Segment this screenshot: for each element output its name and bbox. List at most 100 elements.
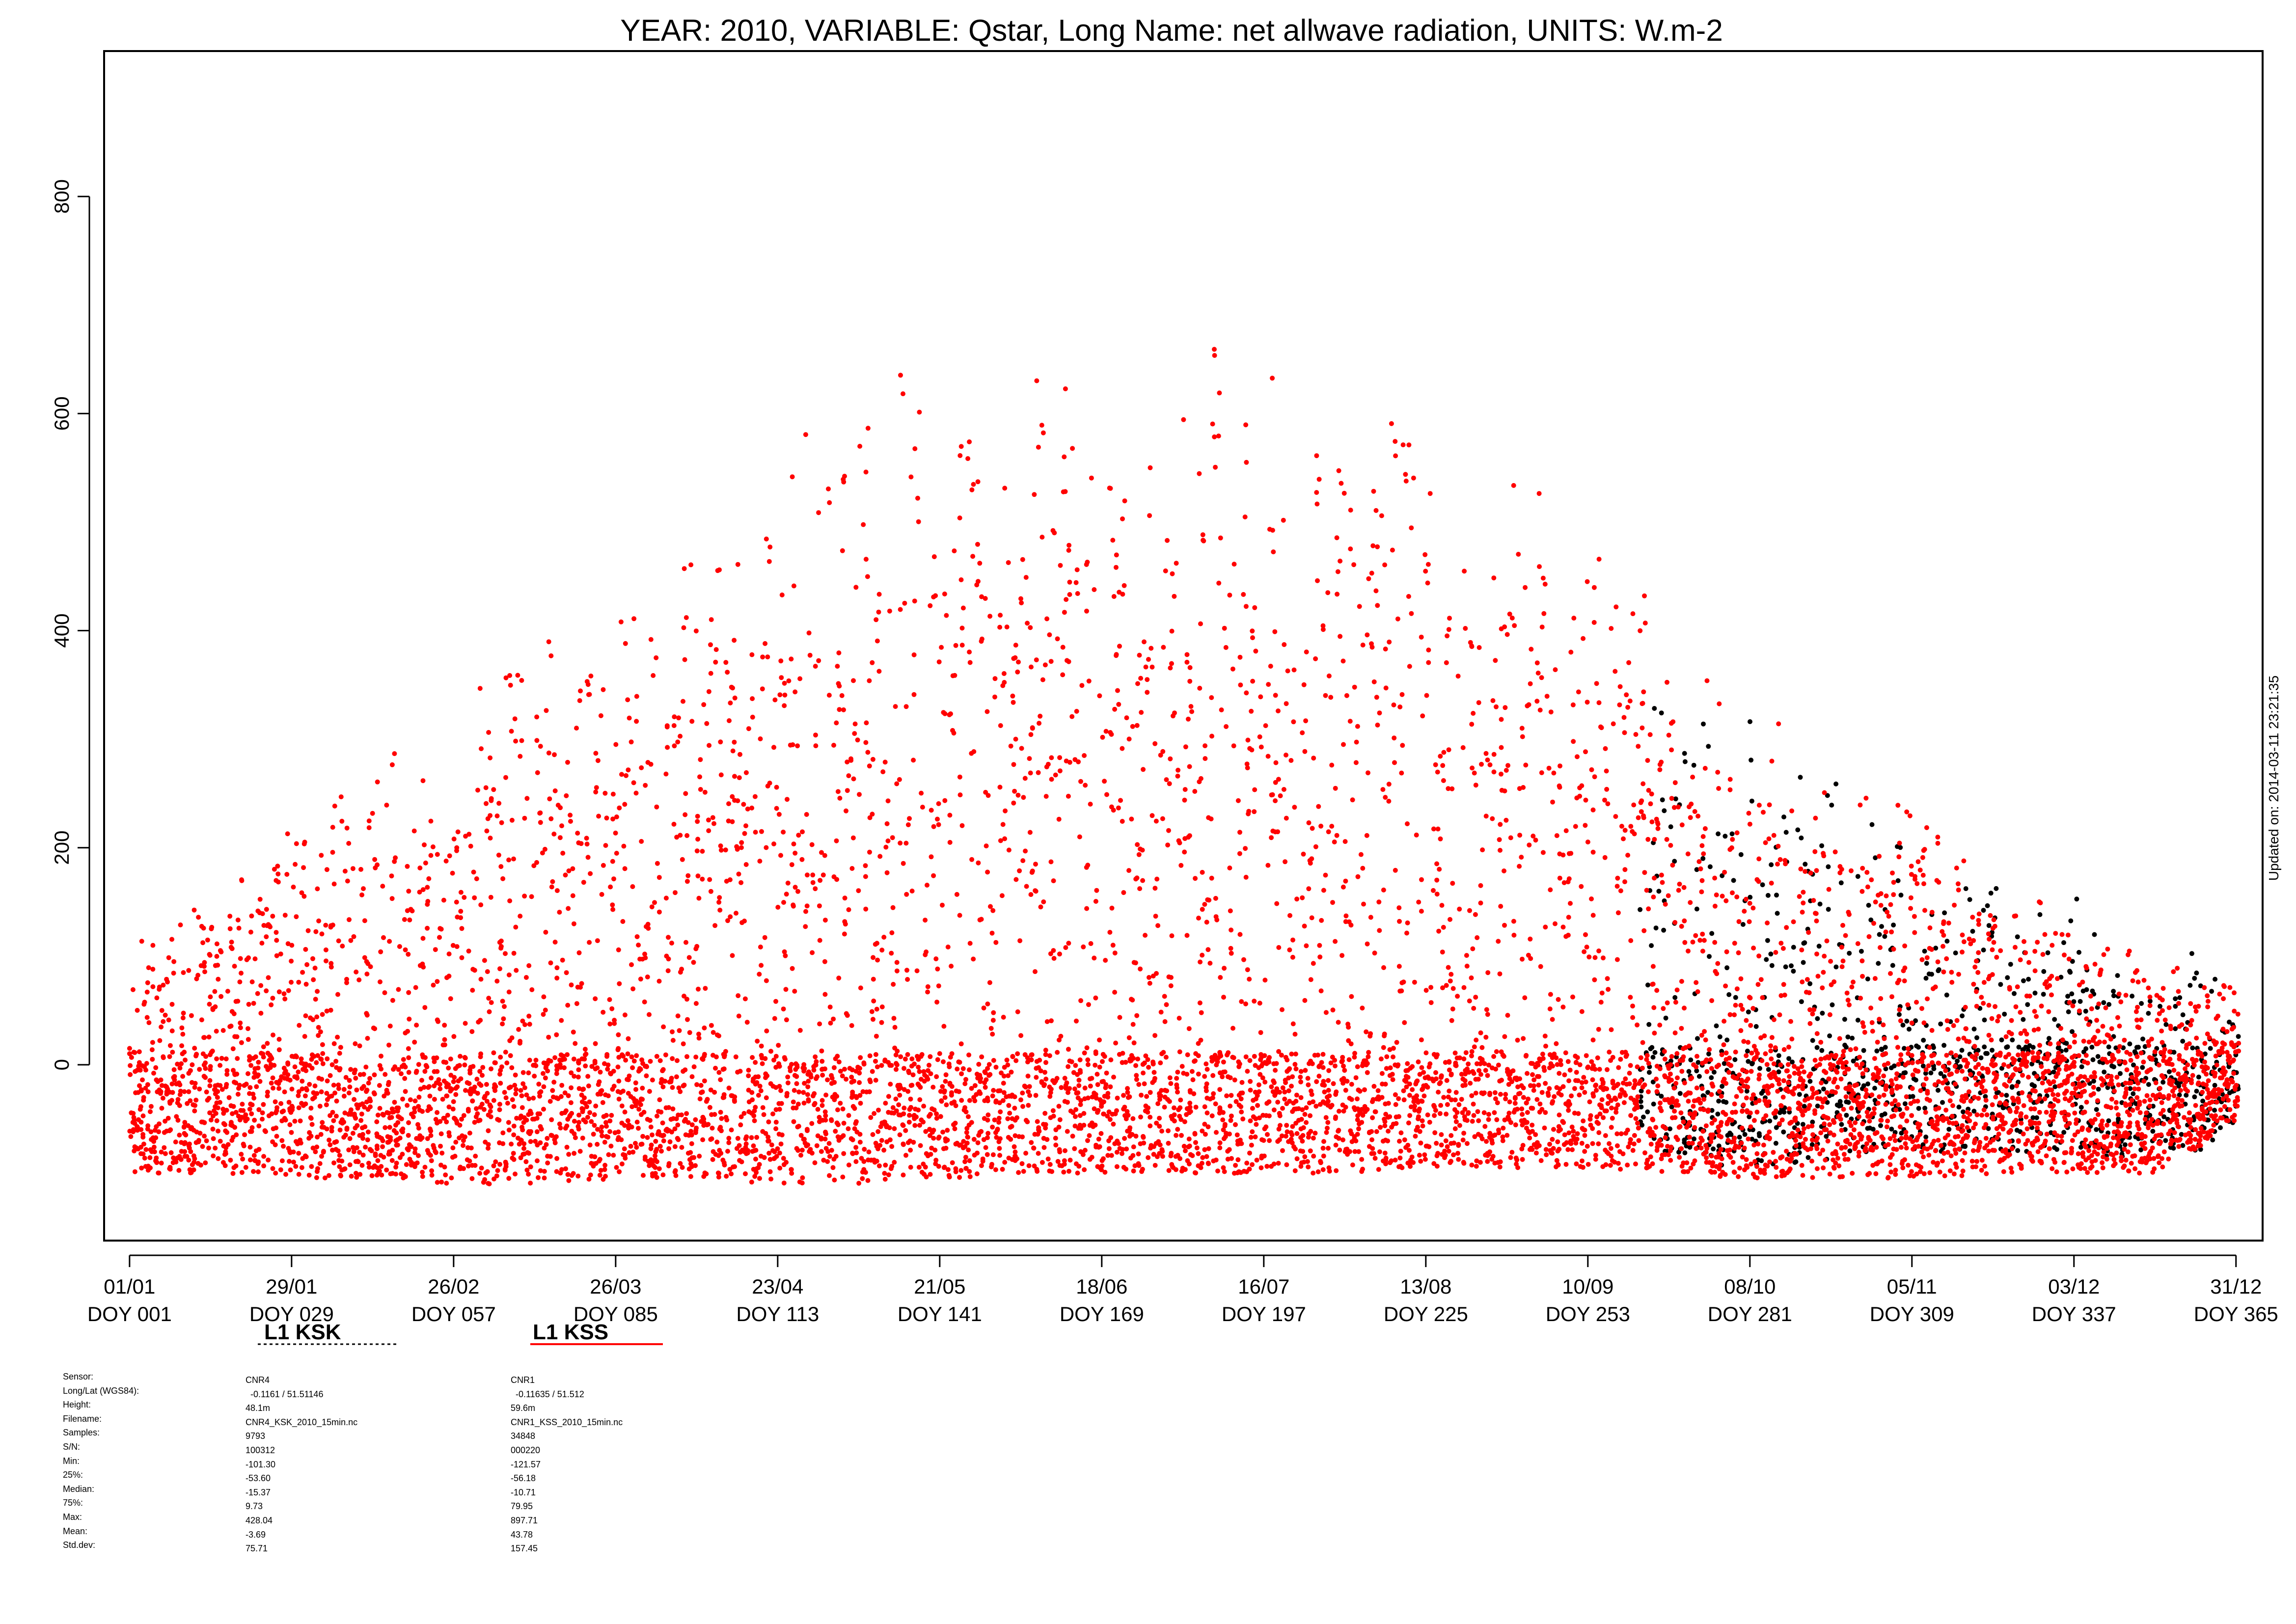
data-point — [815, 1107, 820, 1112]
data-point — [882, 1171, 887, 1176]
data-point — [279, 1074, 284, 1080]
data-point — [327, 1137, 332, 1143]
data-point — [2220, 1091, 2225, 1097]
data-point — [300, 1079, 305, 1084]
data-point — [344, 976, 349, 982]
data-point — [1074, 708, 1079, 714]
data-point — [214, 954, 219, 959]
data-point — [1897, 1107, 1902, 1112]
data-point — [656, 978, 662, 984]
data-point — [777, 1107, 782, 1112]
data-point — [2091, 1079, 2096, 1084]
data-point — [1043, 1122, 1048, 1127]
data-point — [477, 1171, 483, 1176]
data-point — [799, 1180, 805, 1186]
data-point — [608, 1143, 614, 1149]
data-point — [264, 988, 269, 994]
data-point — [1019, 746, 1024, 751]
data-point — [829, 1117, 834, 1122]
data-point — [602, 1167, 607, 1172]
data-point — [337, 1164, 342, 1169]
data-point — [638, 976, 643, 982]
data-point — [533, 1138, 538, 1144]
data-point — [392, 859, 397, 864]
data-point — [918, 1143, 923, 1148]
data-point — [360, 1136, 365, 1141]
data-point — [437, 926, 443, 931]
data-point — [857, 1070, 862, 1076]
data-point — [512, 1083, 518, 1088]
data-point — [2236, 1034, 2241, 1039]
data-point — [617, 1169, 622, 1174]
data-point — [1139, 710, 1144, 715]
data-point — [600, 1100, 605, 1105]
data-point — [976, 579, 981, 584]
data-point — [929, 1130, 935, 1135]
data-point — [254, 1084, 259, 1089]
data-point — [229, 946, 235, 951]
data-point — [467, 1131, 472, 1136]
data-point — [170, 1090, 175, 1095]
data-point — [871, 955, 876, 960]
data-point — [698, 757, 703, 762]
data-point — [939, 645, 944, 650]
data-point — [405, 864, 410, 869]
data-point — [813, 743, 819, 749]
data-point — [1874, 1048, 1880, 1054]
data-point — [233, 1110, 239, 1115]
data-point — [950, 1160, 955, 1165]
data-point — [694, 848, 700, 854]
data-point — [1682, 1150, 1688, 1156]
data-point — [1111, 1121, 1116, 1127]
data-point — [1155, 923, 1161, 928]
data-point — [328, 1113, 333, 1118]
data-point — [1067, 592, 1072, 597]
data-point — [1936, 1087, 1941, 1093]
data-point — [1148, 465, 1153, 470]
data-point — [992, 676, 998, 681]
data-point — [494, 813, 500, 818]
data-point — [2065, 994, 2071, 999]
data-point — [706, 689, 711, 694]
data-point — [1747, 1114, 1752, 1119]
data-point — [1026, 1089, 1031, 1094]
data-point — [1646, 1022, 1652, 1027]
data-point — [212, 989, 218, 994]
data-point — [225, 1142, 231, 1147]
data-point — [264, 1064, 269, 1069]
data-point — [2146, 1082, 2151, 1087]
data-point — [1057, 755, 1063, 760]
data-point — [1107, 1117, 1113, 1122]
data-point — [315, 1135, 320, 1140]
data-point — [1084, 906, 1090, 911]
data-point — [1069, 714, 1075, 719]
data-point — [336, 1083, 341, 1087]
data-point — [966, 1052, 972, 1057]
data-point — [1686, 1069, 1692, 1074]
data-point — [186, 1158, 191, 1163]
data-point — [316, 1033, 321, 1038]
data-point — [451, 837, 457, 841]
data-point — [310, 1096, 315, 1102]
data-point — [846, 1126, 851, 1132]
data-point — [597, 1172, 602, 1178]
data-point — [239, 1040, 244, 1045]
data-point — [2102, 1069, 2107, 1075]
data-point — [1148, 1114, 1153, 1120]
data-point — [320, 1051, 326, 1056]
data-point — [446, 974, 452, 979]
data-point — [364, 1099, 369, 1105]
data-point — [2198, 1147, 2203, 1152]
data-point — [749, 1135, 754, 1140]
data-point — [695, 873, 701, 879]
data-point — [903, 704, 909, 709]
data-point — [1151, 1070, 1157, 1075]
data-point — [433, 947, 438, 952]
data-point — [1084, 1045, 1090, 1051]
data-point — [318, 1029, 323, 1034]
data-point — [820, 872, 826, 878]
data-point — [654, 1175, 659, 1180]
data-point — [755, 1038, 760, 1044]
data-point — [826, 693, 832, 698]
